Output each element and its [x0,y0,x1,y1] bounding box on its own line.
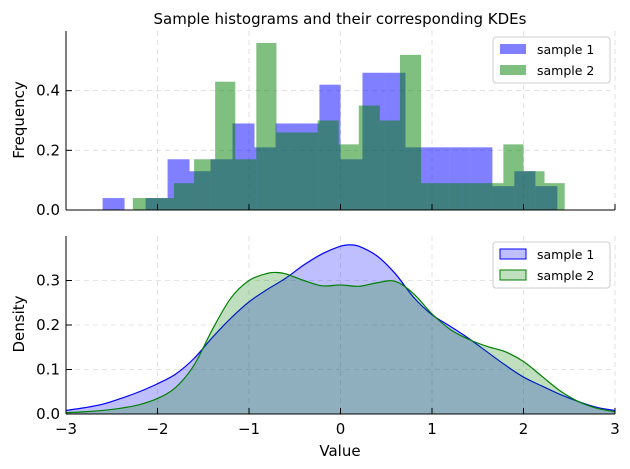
kde-legend-swatch-2 [499,269,527,281]
histogram-bar-2 [132,198,153,210]
histogram-legend-label-2: sample 2 [537,63,594,78]
kde-legend: sample 1 sample 2 [492,241,611,289]
histogram-y-axis-label: Frequency [10,81,28,159]
histogram-bar-2 [152,198,174,210]
kde-curves [65,244,616,414]
kde-x-tick-label: 2 [519,420,529,438]
histogram-legend: sample 1 sample 2 [492,36,611,84]
histogram-bar-2 [235,159,257,210]
kde-y-axis-label: Density [10,295,28,352]
kde-line-2 [65,271,616,414]
histogram-bar-2 [503,144,524,210]
kde-x-tick-label: 1 [427,420,437,438]
histogram-bar-2 [297,132,318,210]
histogram-bar-2 [358,105,380,210]
kde-x-tick-label: 0 [336,420,346,438]
histogram-bar-2 [523,171,545,210]
histogram-y-tick-label: 0.2 [36,141,60,159]
kde-x-tick-label: 3 [610,420,620,438]
histogram-bar-2 [544,183,565,210]
kde-y-tick-label: 0.0 [36,405,60,423]
kde-y-tick-label: 0.1 [36,361,60,379]
kde-y-tick-label: 0.2 [36,316,60,334]
histogram-bar-2 [399,54,422,210]
kde-x-tick-label: −1 [238,420,260,438]
kde-y-tick-label: 0.3 [36,272,60,290]
kde-legend-swatch-1 [499,248,527,260]
kde-legend-label-2: sample 2 [537,268,594,283]
histogram-bar-2 [379,120,400,210]
histogram-bar-2 [421,183,442,210]
chart-title: Sample histograms and their correspondin… [154,10,527,28]
histogram-bar-2 [256,42,277,210]
histogram-bar-2 [317,120,339,210]
histogram-bar-2 [462,183,483,210]
histogram-bar-2 [482,183,504,210]
kde-area-2 [66,272,615,414]
kde-axes: −3 −2 −1 0 1 2 3 0.0 0.1 0.2 0.3 [36,236,620,438]
histogram-y-tick-label: 0.0 [36,201,60,219]
histogram-panel: 0.0 0.2 0.4 Frequency sample 1 sample 2 [10,31,616,219]
histogram-legend-swatch-1 [500,44,526,54]
histogram-bar-2 [276,132,298,210]
histogram-bars [102,42,565,211]
kde-x-axis-label: Value [319,442,360,460]
kde-area-1 [66,244,615,414]
kde-line-1 [65,244,616,412]
histogram-bar-2 [441,183,463,210]
histogram-y-tick-label: 0.4 [36,82,60,100]
histogram-axes: 0.0 0.2 0.4 [36,31,616,219]
kde-x-tick-label: −3 [55,420,77,438]
histogram-bar-2 [338,144,359,210]
histogram-legend-swatch-2 [500,65,526,75]
histogram-legend-label-1: sample 1 [537,42,594,57]
histogram-bar-2 [173,183,195,210]
kde-legend-box [492,241,611,289]
kde-x-tick-label: −2 [146,420,168,438]
histogram-bar-2 [215,81,236,210]
histogram-bar-2 [194,159,216,210]
kde-legend-label-1: sample 1 [537,247,594,262]
kde-panel: −3 −2 −1 0 1 2 3 0.0 0.1 0.2 0.3 Density Value sam… [10,236,620,460]
histogram-bar-1 [102,198,125,210]
